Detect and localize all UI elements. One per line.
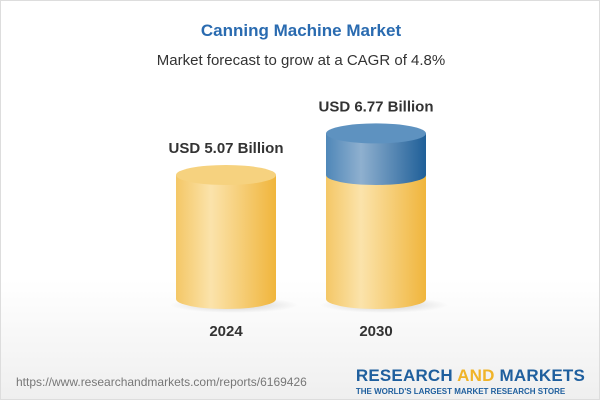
bar-base-segment [326, 175, 426, 309]
bar-base-segment [176, 175, 276, 309]
cylinder-bar-2030 [320, 123, 448, 313]
bar-growth-segment [326, 133, 426, 185]
source-url[interactable]: https://www.researchandmarkets.com/repor… [16, 375, 307, 389]
cylinder-bar-2024 [170, 165, 298, 313]
category-label: 2024 [209, 323, 243, 340]
data-label: USD 5.07 Billion [168, 140, 283, 157]
category-label: 2030 [359, 323, 392, 340]
data-label: USD 6.77 Billion [318, 98, 433, 115]
chart-subtitle: Market forecast to grow at a CAGR of 4.8… [156, 52, 446, 69]
bar-top [176, 165, 276, 185]
research-and-markets-logo: RESEARCH AND MARKETS THE WORLD'S LARGEST… [355, 366, 585, 396]
bar-top [326, 123, 426, 144]
chart-title: Canning Machine Market [200, 21, 402, 40]
